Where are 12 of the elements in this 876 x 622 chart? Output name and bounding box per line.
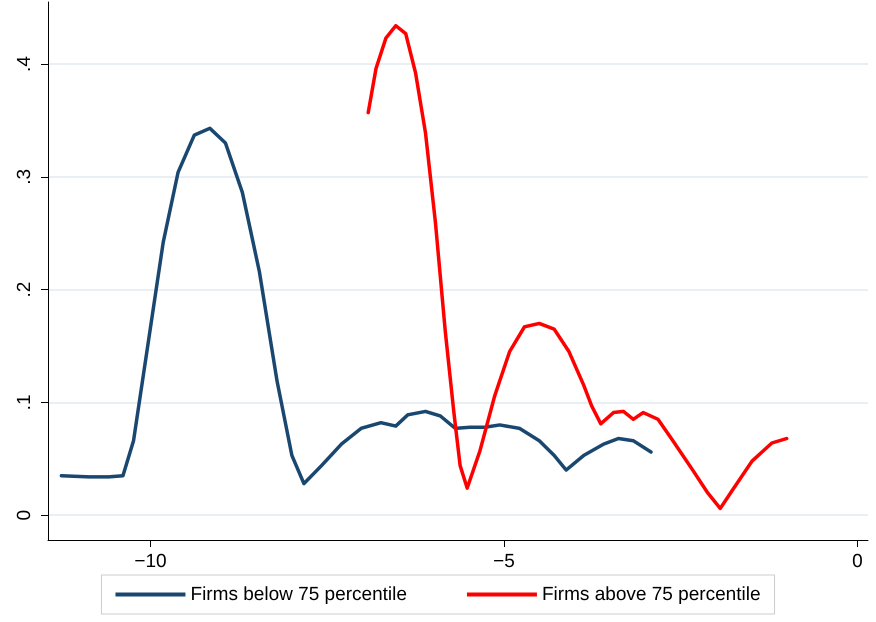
y-tick-label: .1 bbox=[14, 394, 35, 410]
y-tick-label: .4 bbox=[14, 56, 35, 72]
x-tick-label: 0 bbox=[852, 551, 863, 572]
y-tick-label: 0 bbox=[14, 510, 35, 520]
x-tick-label: −5 bbox=[493, 551, 515, 572]
legend-label: Firms below 75 percentile bbox=[190, 584, 407, 605]
y-tick-label: .3 bbox=[14, 168, 35, 185]
legend-label: Firms above 75 percentile bbox=[542, 584, 761, 605]
line-series bbox=[60, 126, 653, 486]
y-tick-label: .2 bbox=[14, 282, 35, 298]
x-tick-label: −10 bbox=[134, 551, 167, 572]
line-series bbox=[366, 24, 788, 510]
